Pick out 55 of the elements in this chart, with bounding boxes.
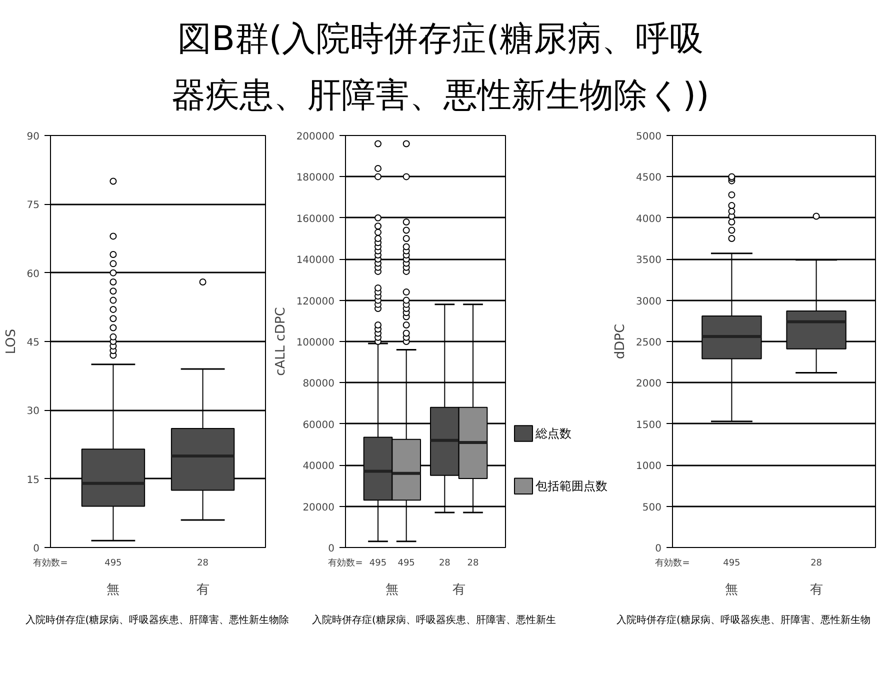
text: 28 — [438, 558, 451, 568]
legend-label: 包括範囲点数 — [536, 479, 608, 494]
x-tick-label: 無 — [106, 582, 120, 598]
y-tick-label: 60000 — [302, 420, 334, 431]
y-tick-label: 1000 — [636, 461, 662, 472]
y-tick-label: 80000 — [302, 378, 334, 390]
text: 495 — [104, 558, 122, 568]
text: 有効数= — [33, 558, 68, 568]
y-tick-label: 500 — [642, 502, 662, 514]
y-axis-title: dDPC — [613, 324, 628, 360]
y-tick-label: 2000 — [636, 378, 662, 390]
y-tick-label: 1500 — [636, 420, 662, 431]
y-tick-label: 180000 — [296, 172, 335, 184]
x-tick-label: 有 — [810, 582, 823, 598]
y-tick-label: 140000 — [296, 255, 335, 266]
y-tick-label: 100000 — [296, 338, 335, 348]
x-tick-label: 有 — [452, 582, 466, 598]
y-tick-label: 200000 — [296, 132, 335, 142]
x-tick-label: 無 — [725, 582, 738, 598]
x-axis-title: 入院時併存症(糖尿病、呼吸器疾患、肝障害、悪性新生物 — [616, 614, 870, 626]
y-tick-label: 60 — [26, 268, 40, 280]
y-tick-label: 120000 — [296, 296, 335, 308]
y-tick-label: 30 — [26, 406, 40, 418]
y-axis-title: cALL cDPC — [273, 307, 288, 376]
y-axis-title: LOS — [4, 328, 19, 354]
text: 28 — [467, 558, 479, 568]
text: 有効数= — [655, 558, 690, 568]
text: 有効数= — [328, 558, 363, 568]
y-tick-label: 5000 — [636, 132, 662, 142]
text: 495 — [398, 558, 415, 568]
y-tick-label: 160000 — [296, 214, 335, 225]
y-tick-label: 4000 — [636, 214, 662, 225]
y-tick-label: 3500 — [636, 255, 662, 266]
y-tick-label: 90 — [26, 132, 40, 142]
y-tick-label: 15 — [26, 474, 40, 486]
text: 図B群(入院時併存症(糖尿病、呼吸器疾患、肝障害、悪性新生物除く)) — [172, 19, 710, 116]
x-axis-title: 入院時併存症(糖尿病、呼吸器疾患、肝障害、悪性新生 — [312, 614, 556, 626]
y-tick-label: 2500 — [636, 338, 662, 348]
y-tick-label: 0 — [655, 544, 662, 554]
text: 28 — [197, 558, 209, 568]
text: 28 — [810, 558, 822, 568]
y-tick-label: 75 — [26, 200, 40, 212]
text: 495 — [723, 558, 740, 568]
y-tick-label: 4500 — [636, 172, 662, 184]
x-tick-label: 有 — [196, 582, 210, 598]
text: 495 — [369, 558, 387, 568]
y-tick-label: 45 — [26, 338, 40, 348]
x-tick-label: 無 — [386, 582, 399, 598]
y-tick-label: 0 — [328, 544, 335, 554]
x-axis-title: 入院時併存症(糖尿病、呼吸器疾患、肝障害、悪性新生物除 — [25, 614, 290, 626]
y-tick-label: 40000 — [302, 461, 334, 472]
y-tick-label: 3000 — [636, 296, 662, 308]
y-tick-label: 20000 — [302, 502, 334, 514]
legend-label: 総点数 — [534, 426, 572, 441]
y-tick-label: 0 — [33, 544, 40, 554]
